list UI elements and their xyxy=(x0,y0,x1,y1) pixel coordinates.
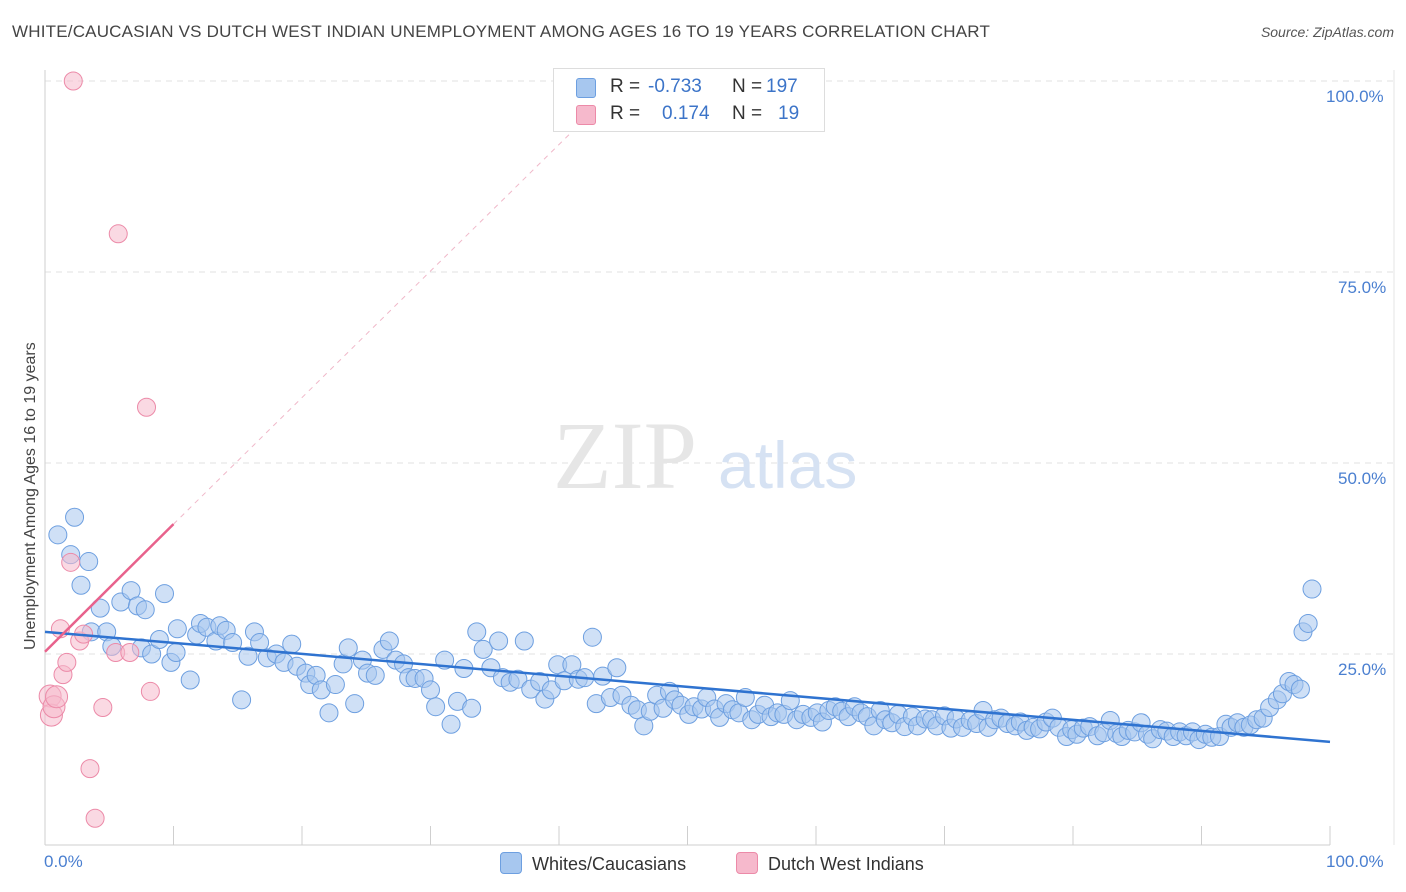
trend-lines xyxy=(44,523,1331,744)
point-whites-84 xyxy=(607,658,627,678)
legend-n-value: 197 xyxy=(766,76,798,97)
point-whites-42 xyxy=(325,675,345,695)
point-whites-74 xyxy=(541,680,561,700)
point-whites-19 xyxy=(167,619,187,639)
bottom-legend-dutch: Dutch West Indians xyxy=(736,852,924,875)
point-whites-35 xyxy=(282,634,302,654)
point-dutch-8 xyxy=(63,71,83,91)
point-dutch-11 xyxy=(80,759,100,779)
axes xyxy=(44,70,1395,846)
legend-swatch-blue xyxy=(576,78,596,98)
point-whites-80 xyxy=(582,627,602,647)
point-whites-62 xyxy=(462,698,482,718)
y-tick-label-25: 25.0% xyxy=(1338,660,1387,679)
point-dutch-13 xyxy=(93,697,113,717)
point-whites-6 xyxy=(90,598,110,618)
point-whites-69 xyxy=(508,669,528,689)
point-whites-66 xyxy=(489,631,509,651)
point-whites-48 xyxy=(365,665,385,685)
point-whites-3 xyxy=(71,575,91,595)
y-tick-label-100: 100.0% xyxy=(1326,87,1384,106)
source-credit: Source: ZipAtlas.com xyxy=(1260,24,1394,40)
point-whites-16 xyxy=(155,584,175,604)
x-tick-label-0: 0.0% xyxy=(44,852,83,871)
legend-n-label: N = xyxy=(732,76,763,97)
pink-trend-extension xyxy=(173,118,586,525)
point-whites-44 xyxy=(338,638,358,658)
legend-swatch-pink xyxy=(576,105,596,125)
point-whites-194 xyxy=(1302,579,1322,599)
bottom-legend-label-whites: Whites/Caucasians xyxy=(532,854,687,874)
point-whites-20 xyxy=(180,670,200,690)
point-whites-50 xyxy=(379,631,399,651)
trend-line-whites xyxy=(44,630,1331,744)
trend-line-dutch xyxy=(44,523,175,653)
point-whites-29 xyxy=(238,646,258,666)
dutch-west-indian-points xyxy=(38,71,160,828)
x-tick-label-100: 100.0% xyxy=(1326,852,1384,871)
point-whites-18 xyxy=(166,642,186,662)
point-whites-193 xyxy=(1298,613,1318,633)
point-whites-45 xyxy=(345,694,365,714)
bottom-legend-swatch-blue xyxy=(500,852,522,874)
point-whites-4 xyxy=(79,552,99,572)
point-dutch-17 xyxy=(137,397,157,417)
watermark-atlas: atlas xyxy=(718,428,857,502)
point-dutch-12 xyxy=(85,808,105,828)
pink-trend-dashed-extension xyxy=(173,118,586,525)
point-dutch-15 xyxy=(108,224,128,244)
legend-r-label: R = xyxy=(610,103,641,124)
point-whites-13 xyxy=(135,600,155,620)
chart-title: WHITE/CAUCASIAN VS DUTCH WEST INDIAN UNE… xyxy=(12,22,991,41)
legend-r-value: 0.174 xyxy=(662,103,710,124)
point-whites-70 xyxy=(514,631,534,651)
watermark: ZIP atlas xyxy=(553,402,857,509)
y-tick-label-50: 50.0% xyxy=(1338,469,1387,488)
legend-r-value: -0.733 xyxy=(648,76,702,97)
watermark-zip: ZIP xyxy=(553,402,697,509)
legend-r-label: R = xyxy=(610,76,641,97)
legend-n-value: 19 xyxy=(778,103,800,124)
point-whites-2 xyxy=(65,507,85,527)
bottom-legend-label-dutch: Dutch West Indians xyxy=(768,854,924,874)
legend-n-label: N = xyxy=(732,103,763,124)
point-dutch-16 xyxy=(120,642,140,662)
point-whites-41 xyxy=(319,703,339,723)
white-caucasian-points xyxy=(48,507,1322,750)
point-whites-15 xyxy=(149,629,169,649)
point-whites-28 xyxy=(232,690,252,710)
grid-lines xyxy=(45,80,1394,655)
point-whites-57 xyxy=(426,697,446,717)
bottom-legend-whites: Whites/Caucasians xyxy=(500,852,686,875)
point-whites-31 xyxy=(250,633,270,653)
correlation-legend: R = -0.733 N = 197 R = 0.174 N = 19 xyxy=(553,68,825,132)
point-whites-63 xyxy=(467,622,487,642)
point-whites-56 xyxy=(421,680,440,700)
y-tick-label-75: 75.0% xyxy=(1338,278,1387,297)
y-axis-label: Unemployment Among Ages 16 to 19 years xyxy=(22,342,39,650)
point-whites-59 xyxy=(441,714,461,734)
point-whites-0 xyxy=(48,525,68,545)
bottom-legend-swatch-pink xyxy=(736,852,758,874)
point-whites-191 xyxy=(1290,679,1310,699)
point-dutch-3 xyxy=(45,685,69,709)
point-dutch-6 xyxy=(57,652,77,672)
point-whites-64 xyxy=(473,639,493,659)
point-dutch-18 xyxy=(140,681,160,701)
point-dutch-7 xyxy=(61,552,81,572)
